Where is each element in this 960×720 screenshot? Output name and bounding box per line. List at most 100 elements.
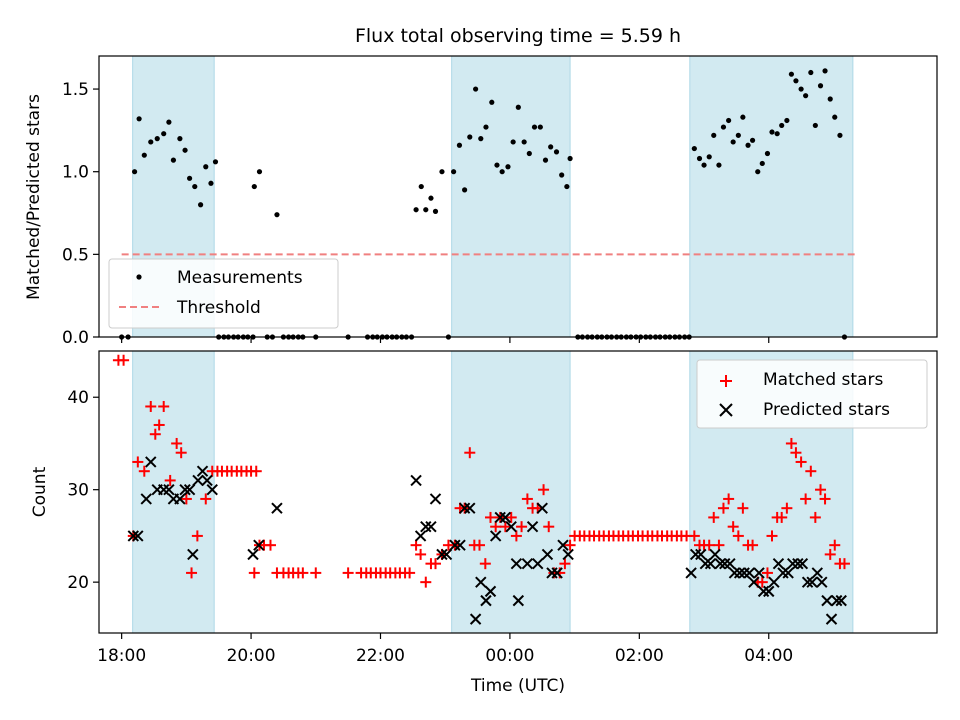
- x-tick-label: 22:00: [356, 646, 405, 666]
- measurement-point: [141, 152, 147, 158]
- predicted-star-point: [724, 557, 736, 570]
- predicted-star-point: [179, 483, 191, 496]
- matched-star-point: [180, 493, 192, 505]
- measurement-point: [548, 144, 554, 150]
- measurement-point: [759, 160, 765, 167]
- legend-measurements-marker: [136, 274, 142, 280]
- matched-star-point: [200, 493, 212, 505]
- measurement-point: [793, 78, 799, 84]
- matched-star-point: [164, 474, 176, 486]
- matched-star-point: [264, 539, 276, 551]
- predicted-star-point: [811, 567, 823, 579]
- measurement-point: [716, 162, 722, 168]
- predicted-star-point: [562, 548, 574, 561]
- measurement-point: [832, 114, 838, 120]
- measurement-point: [467, 134, 473, 140]
- measurement-point: [691, 145, 697, 152]
- matched-star-point: [815, 484, 827, 496]
- measurement-point: [423, 207, 429, 213]
- matched-star-point: [805, 465, 817, 477]
- matched-star-point: [790, 447, 802, 459]
- predicted-star-point: [140, 493, 152, 505]
- matched-star-point: [717, 502, 729, 514]
- measurement-point: [822, 68, 828, 74]
- matched-star-point: [756, 576, 768, 588]
- measurement-point: [499, 169, 505, 175]
- shaded-interval: [451, 350, 571, 634]
- predicted-star-point: [733, 567, 746, 579]
- top-ylabel: Matched/Predicted stars: [24, 94, 44, 300]
- bottom-axes-frame: [98, 350, 938, 634]
- top-panel: Flux total observing time = 5.59 h 0.0 0.…: [24, 25, 938, 348]
- predicted-star-point: [777, 567, 789, 579]
- measurement-point: [439, 169, 445, 175]
- measurement-point: [170, 157, 177, 163]
- predicted-star-point: [440, 548, 453, 561]
- measurement-point: [711, 132, 717, 138]
- matched-star-point: [564, 539, 576, 551]
- predicted-star-point: [494, 511, 506, 524]
- shaded-interval: [451, 55, 571, 338]
- measurement-point: [494, 162, 500, 168]
- predicted-star-point: [685, 567, 697, 579]
- measurement-point: [779, 122, 785, 129]
- measurement-point: [256, 169, 263, 175]
- y-tick-label: 1.0: [62, 163, 89, 183]
- matched-star-point: [516, 521, 528, 533]
- matched-star-point: [149, 428, 161, 440]
- predicted-star-point: [127, 530, 140, 542]
- measurement-point: [755, 169, 761, 175]
- predicted-star-point: [429, 493, 442, 505]
- bottom-legend-box: [696, 359, 928, 429]
- matched-star-point: [829, 539, 841, 551]
- predicted-star-point: [158, 483, 170, 496]
- measurement-point: [706, 154, 712, 160]
- predicted-star-point: [499, 511, 512, 524]
- measurement-point: [720, 124, 727, 130]
- predicted-star-point: [786, 557, 799, 570]
- measurement-point: [510, 139, 516, 145]
- predicted-star-point: [532, 557, 544, 570]
- matched-star-point: [819, 493, 831, 505]
- predicted-star-point: [247, 548, 259, 561]
- matched-star-point: [809, 511, 821, 523]
- measurement-point: [559, 172, 565, 178]
- measurement-point: [462, 187, 468, 193]
- measurement-point: [812, 122, 818, 129]
- measurement-point: [473, 86, 479, 92]
- predicted-star-point: [825, 613, 838, 625]
- measurement-point: [186, 175, 193, 181]
- measurement-point: [726, 117, 732, 124]
- measurement-point: [769, 129, 775, 135]
- bottom-ylabel: Count: [30, 466, 50, 517]
- predicted-star-point: [271, 502, 283, 514]
- matched-star-point: [186, 567, 198, 579]
- predicted-star-point: [201, 474, 213, 487]
- x-tick-label: 20:00: [227, 646, 276, 666]
- measurement-point: [749, 137, 756, 143]
- matched-star-point: [688, 530, 700, 542]
- measurement-point: [515, 104, 521, 110]
- matched-star-point: [158, 400, 170, 412]
- matched-star-point: [543, 521, 555, 533]
- matched-star-point: [781, 502, 793, 514]
- predicted-star-point: [689, 548, 702, 561]
- matched-star-point: [138, 465, 150, 477]
- measurement-point: [177, 136, 183, 142]
- predicted-star-point: [414, 530, 427, 542]
- matched-star-point: [132, 456, 144, 468]
- y-tick-label: 30: [67, 481, 89, 501]
- predicted-star-point: [132, 530, 144, 542]
- predicted-star-point: [719, 557, 731, 570]
- matched-star-point: [795, 456, 807, 468]
- predicted-star-point: [801, 576, 814, 588]
- predicted-star-point: [253, 539, 265, 551]
- predicted-star-point: [816, 576, 828, 588]
- predicted-star-point: [469, 613, 482, 625]
- predicted-star-point: [792, 557, 804, 570]
- matched-star-point: [761, 567, 773, 579]
- measurement-point: [505, 164, 511, 170]
- predicted-star-point: [464, 502, 476, 514]
- predicted-star-point: [714, 557, 726, 570]
